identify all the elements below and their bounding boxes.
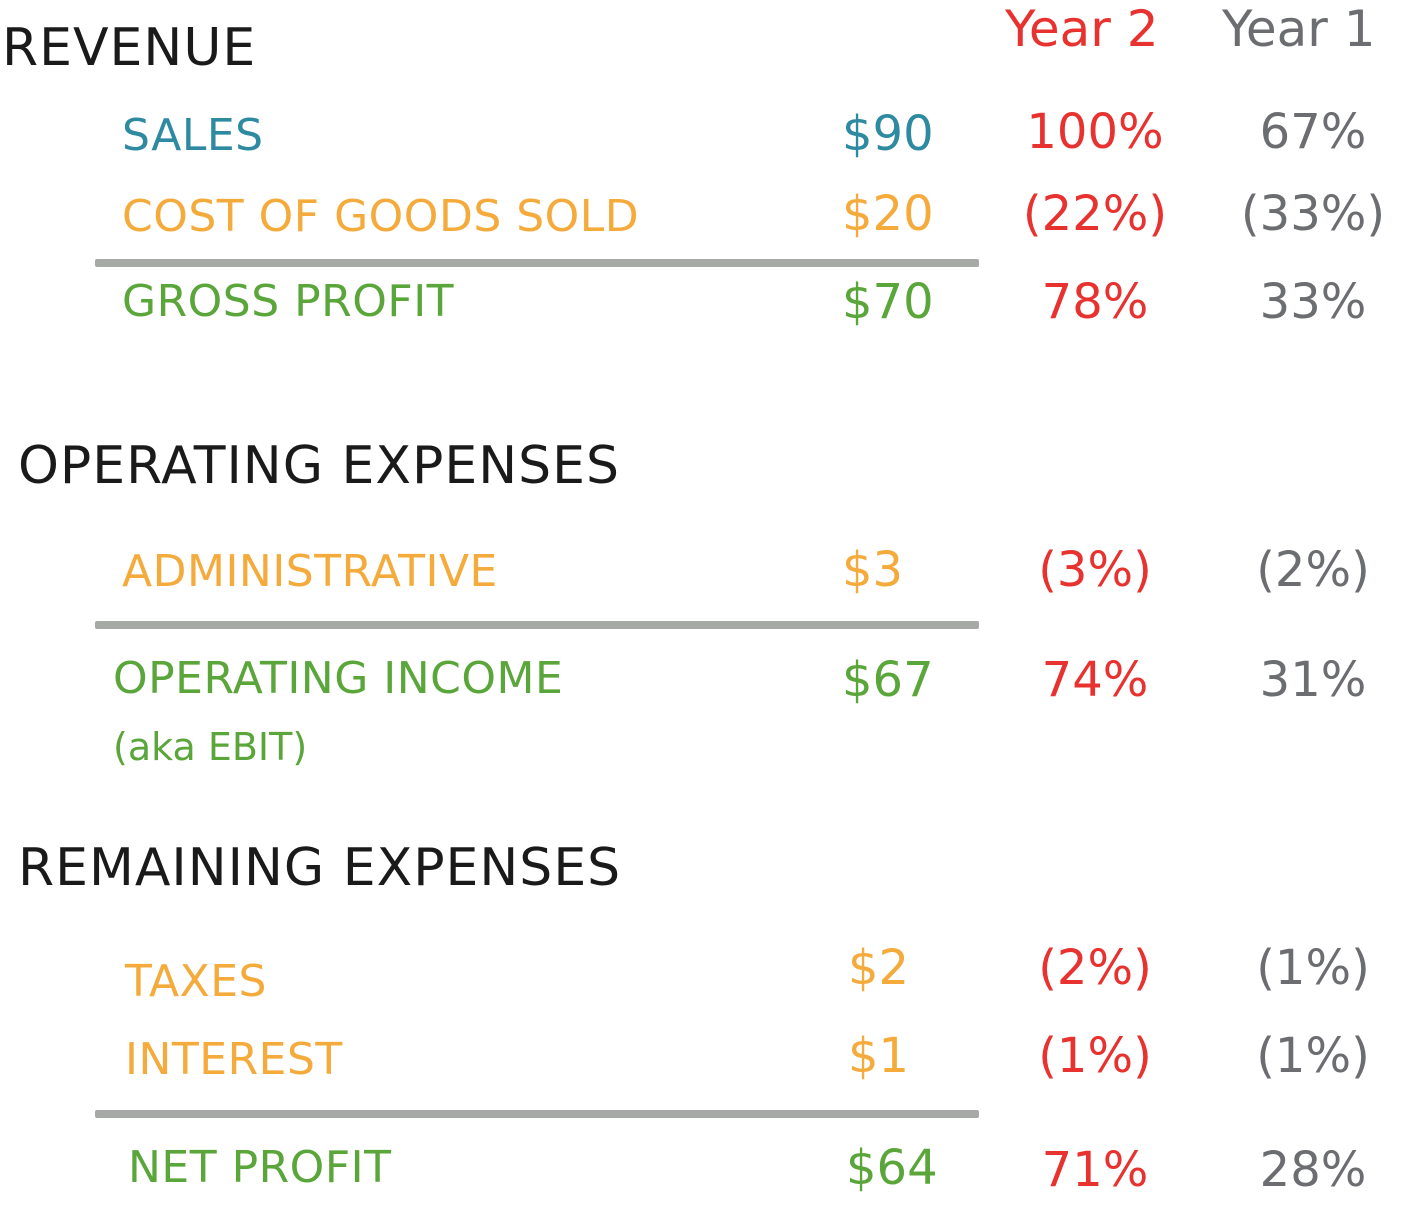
administrative-year2-pct: (3%) (1038, 542, 1152, 598)
taxes-label: TAXES (125, 956, 267, 1007)
cogs-label: COST OF GOODS SOLD (122, 191, 640, 242)
administrative-year1-pct: (2%) (1256, 542, 1370, 598)
gross-profit-year2-pct: 78% (1041, 274, 1149, 330)
gross-profit-amount: $70 (842, 274, 934, 330)
operating-subtotal-rule (95, 621, 979, 629)
operating-income-sublabel: (aka EBIT) (113, 725, 308, 769)
interest-label: INTEREST (125, 1034, 343, 1085)
taxes-amount: $2 (848, 940, 910, 996)
cogs-year1-pct: (33%) (1240, 186, 1386, 242)
remaining-expenses-heading: REMAINING EXPENSES (18, 838, 622, 898)
sales-label: SALES (122, 110, 264, 161)
sales-amount: $90 (842, 106, 934, 162)
column-header-year1: Year 1 (1222, 0, 1376, 58)
column-header-year2: Year 2 (1005, 0, 1159, 58)
cogs-year2-pct: (22%) (1022, 186, 1168, 242)
interest-year2-pct: (1%) (1038, 1028, 1152, 1084)
operating-income-label: OPERATING INCOME (113, 653, 564, 704)
administrative-amount: $3 (842, 542, 904, 598)
sales-year1-pct: 67% (1259, 104, 1367, 160)
interest-amount: $1 (848, 1028, 910, 1084)
net-profit-year2-pct: 71% (1041, 1142, 1149, 1198)
revenue-subtotal-rule (95, 259, 979, 267)
sales-year2-pct: 100% (1026, 104, 1164, 160)
net-profit-label: NET PROFIT (128, 1142, 392, 1193)
net-profit-amount: $64 (846, 1140, 938, 1196)
revenue-heading: REVENUE (2, 18, 257, 78)
cogs-amount: $20 (842, 186, 934, 242)
gross-profit-label: GROSS PROFIT (122, 276, 455, 327)
taxes-year1-pct: (1%) (1256, 940, 1370, 996)
operating-income-year1-pct: 31% (1259, 652, 1367, 708)
taxes-year2-pct: (2%) (1038, 940, 1152, 996)
gross-profit-year1-pct: 33% (1259, 274, 1367, 330)
interest-year1-pct: (1%) (1256, 1028, 1370, 1084)
remaining-subtotal-rule (95, 1110, 979, 1118)
net-profit-year1-pct: 28% (1259, 1142, 1367, 1198)
operating-income-year2-pct: 74% (1041, 652, 1149, 708)
operating-income-amount: $67 (842, 652, 934, 708)
operating-expenses-heading: OPERATING EXPENSES (18, 436, 620, 496)
administrative-label: ADMINISTRATIVE (122, 546, 498, 597)
